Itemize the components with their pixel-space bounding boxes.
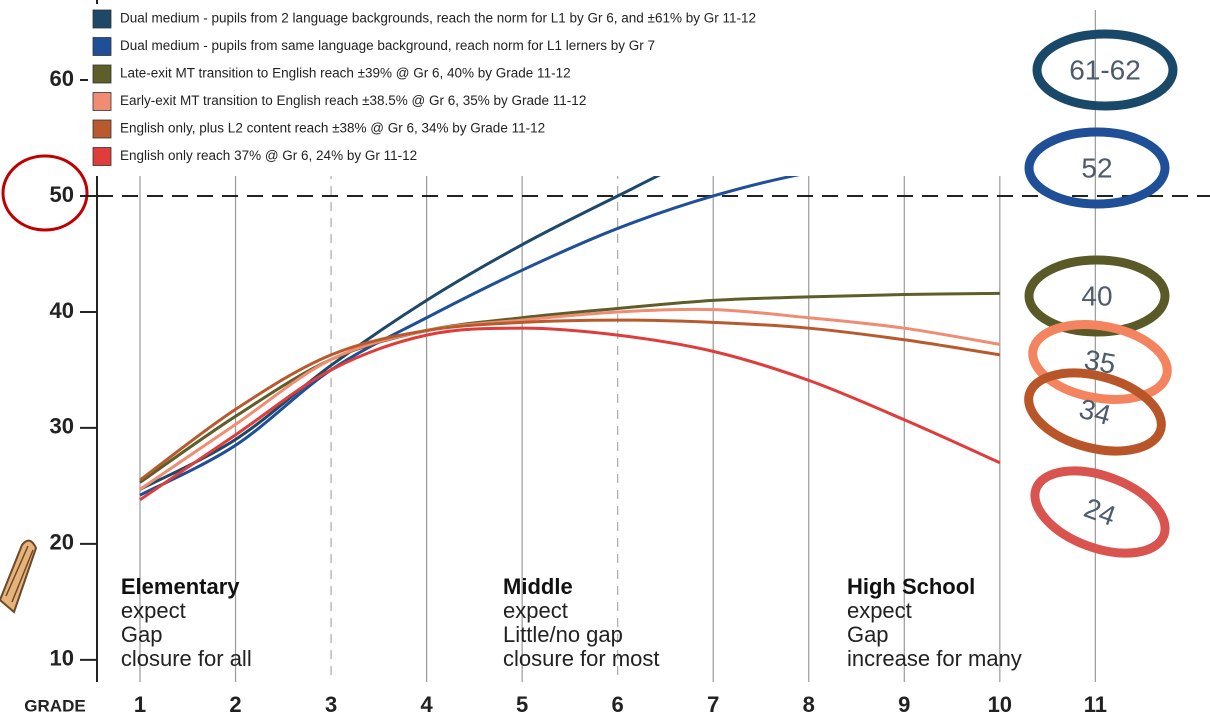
region-text: closure for most <box>503 646 660 671</box>
x-tick-label: 6 <box>612 692 624 717</box>
legend-swatch <box>93 38 111 56</box>
y-tick-label: 30 <box>50 414 74 439</box>
y-tick-label: 50 <box>50 182 74 207</box>
chart: GRADE 1234567891011102030405060Elementar… <box>0 0 1210 719</box>
page: {"chart_data":{"type":"line","x_label":"… <box>0 0 1210 719</box>
region-text: Gap <box>847 622 889 647</box>
annotation-text: 40 <box>1081 280 1112 311</box>
pencil-icon <box>0 541 36 612</box>
legend-label: Early-exit MT transition to English reac… <box>120 93 586 108</box>
annotation-text: 61-62 <box>1069 54 1141 85</box>
annotation: 24 <box>1024 455 1176 569</box>
legend-label: Dual medium - pupils from 2 language bac… <box>120 11 756 26</box>
legend-swatch <box>93 65 111 83</box>
x-tick-label: 4 <box>420 692 433 717</box>
legend-label: English only reach 37% @ Gr 6, 24% by Gr… <box>120 148 417 163</box>
annotation-text: 34 <box>1076 393 1114 431</box>
region-text: Little/no gap <box>503 622 623 647</box>
region-text: closure for all <box>121 646 252 671</box>
series-line <box>140 158 1000 495</box>
x-tick-label: 8 <box>803 692 815 717</box>
y-tick-label: 20 <box>50 530 74 555</box>
x-tick-label: 11 <box>1084 692 1107 717</box>
legend: Dual medium - pupils from 2 language bac… <box>88 4 1028 176</box>
annotation-text: 52 <box>1081 152 1112 183</box>
region-title: Middle <box>503 574 573 599</box>
y-tick-label: 60 <box>50 66 74 91</box>
y-tick-label: 40 <box>50 298 74 323</box>
x-axis-label: GRADE <box>24 696 85 715</box>
legend-label: Dual medium - pupils from same language … <box>120 38 655 53</box>
legend-label: English only, plus L2 content reach ±38%… <box>120 121 545 136</box>
region-title: Elementary <box>121 574 240 599</box>
x-tick-label: 3 <box>325 692 337 717</box>
annotation: 52 <box>1029 132 1165 204</box>
region-title: High School <box>847 574 975 599</box>
x-tick-label: 2 <box>229 692 241 717</box>
legend-label: Late-exit MT transition to English reach… <box>120 66 571 81</box>
x-tick-label: 5 <box>516 692 528 717</box>
region-text: expect <box>847 598 912 623</box>
highlight-circle <box>3 156 87 230</box>
annotation: 35 <box>1027 315 1173 410</box>
y-tick-label: 10 <box>50 646 74 671</box>
legend-swatch <box>93 148 111 166</box>
annotation: 61-62 <box>1037 34 1173 106</box>
region-text: Gap <box>121 622 163 647</box>
legend-swatch <box>93 93 111 111</box>
region-text: increase for many <box>847 646 1022 671</box>
x-tick-label: 1 <box>134 692 146 717</box>
region-text: expect <box>503 598 568 623</box>
legend-swatch <box>93 10 111 28</box>
annotation: 34 <box>1020 360 1170 465</box>
x-tick-label: 9 <box>898 692 910 717</box>
region-text: expect <box>121 598 186 623</box>
x-tick-label: 7 <box>707 692 719 717</box>
annotation-text: 24 <box>1080 492 1120 532</box>
legend-swatch <box>93 120 111 138</box>
x-tick-label: 10 <box>988 692 1012 717</box>
